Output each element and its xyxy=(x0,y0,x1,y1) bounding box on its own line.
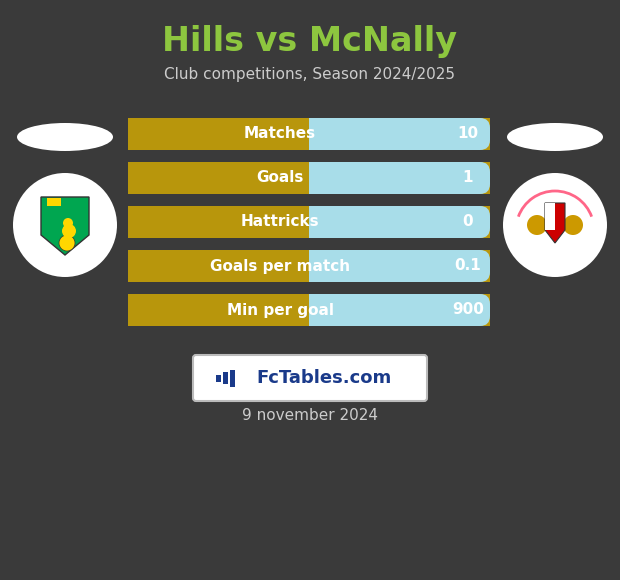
FancyBboxPatch shape xyxy=(128,162,490,194)
Text: Matches: Matches xyxy=(244,126,316,142)
Circle shape xyxy=(527,215,547,235)
Bar xyxy=(309,118,321,150)
Polygon shape xyxy=(41,197,89,255)
FancyBboxPatch shape xyxy=(128,294,490,326)
Text: 0: 0 xyxy=(463,215,473,230)
Circle shape xyxy=(503,173,607,277)
Bar xyxy=(223,372,228,384)
Ellipse shape xyxy=(507,123,603,151)
Circle shape xyxy=(59,235,75,251)
Bar xyxy=(545,203,555,230)
Text: Hattricks: Hattricks xyxy=(241,215,319,230)
Bar xyxy=(309,250,321,282)
Text: 10: 10 xyxy=(458,126,479,142)
Text: Min per goal: Min per goal xyxy=(226,303,334,317)
FancyBboxPatch shape xyxy=(128,118,490,150)
FancyBboxPatch shape xyxy=(309,250,490,282)
FancyBboxPatch shape xyxy=(128,118,490,150)
Bar xyxy=(309,294,321,326)
FancyBboxPatch shape xyxy=(128,294,490,326)
Text: Hills vs McNally: Hills vs McNally xyxy=(162,26,458,59)
FancyBboxPatch shape xyxy=(309,206,490,238)
Circle shape xyxy=(62,224,76,238)
FancyBboxPatch shape xyxy=(128,250,490,282)
Text: 9 november 2024: 9 november 2024 xyxy=(242,408,378,422)
Text: Club competitions, Season 2024/2025: Club competitions, Season 2024/2025 xyxy=(164,67,456,82)
FancyBboxPatch shape xyxy=(193,355,427,401)
FancyBboxPatch shape xyxy=(309,162,490,194)
FancyBboxPatch shape xyxy=(309,118,490,150)
Text: FcTables.com: FcTables.com xyxy=(257,369,392,387)
Circle shape xyxy=(563,215,583,235)
FancyBboxPatch shape xyxy=(128,162,490,194)
Ellipse shape xyxy=(17,123,113,151)
Text: 1: 1 xyxy=(463,171,473,186)
Circle shape xyxy=(13,173,117,277)
Circle shape xyxy=(63,218,73,228)
FancyBboxPatch shape xyxy=(128,206,490,238)
Text: Goals per match: Goals per match xyxy=(210,259,350,274)
Bar xyxy=(309,162,321,194)
Polygon shape xyxy=(545,203,565,243)
Text: 0.1: 0.1 xyxy=(454,259,481,274)
Text: 900: 900 xyxy=(452,303,484,317)
FancyBboxPatch shape xyxy=(309,294,490,326)
Bar xyxy=(309,206,321,238)
Bar xyxy=(216,375,221,382)
Bar xyxy=(230,369,235,386)
Text: Goals: Goals xyxy=(256,171,304,186)
FancyBboxPatch shape xyxy=(128,250,490,282)
FancyBboxPatch shape xyxy=(128,206,490,238)
Bar xyxy=(47,198,61,206)
